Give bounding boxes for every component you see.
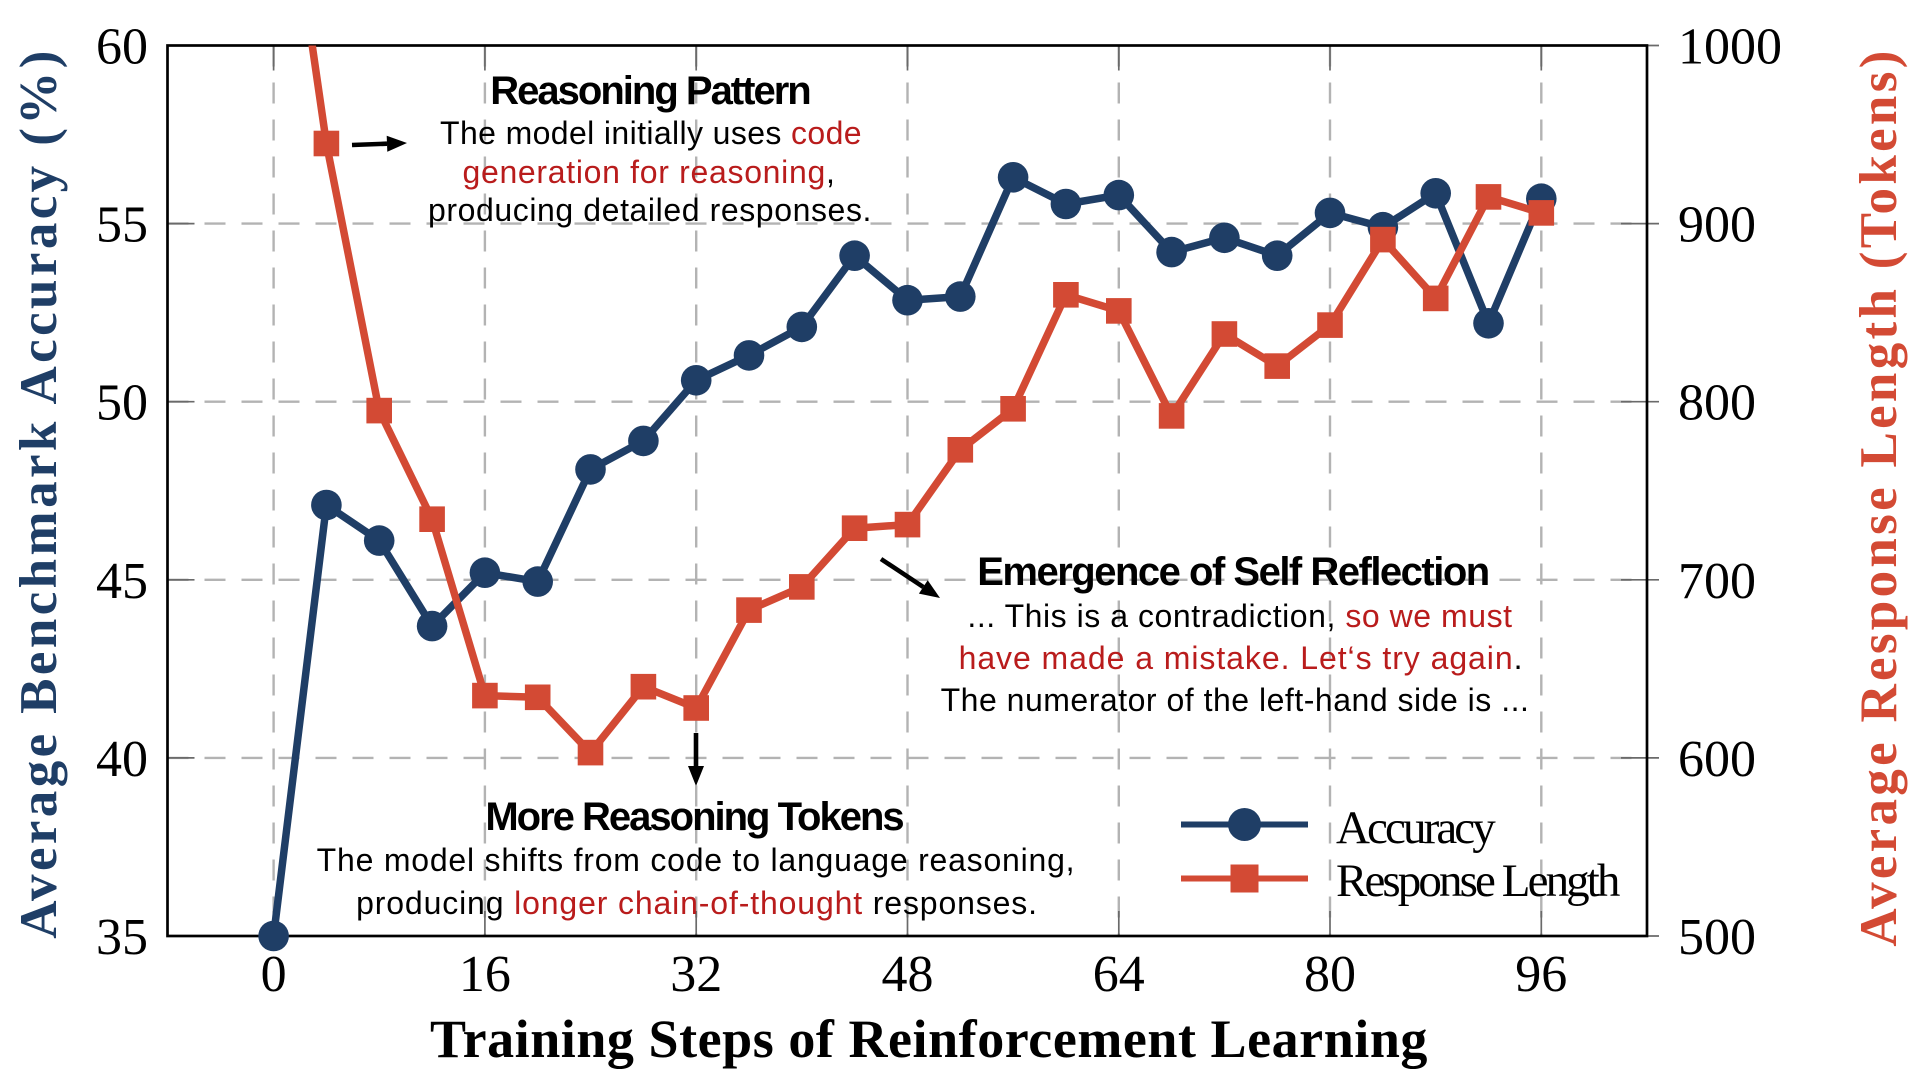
svg-text:35: 35: [96, 909, 148, 966]
svg-text:600: 600: [1678, 731, 1756, 788]
svg-text:Reasoning Pattern: Reasoning Pattern: [490, 69, 809, 113]
svg-text:48: 48: [882, 946, 934, 1003]
svg-text:60: 60: [96, 19, 148, 76]
svg-text:The numerator of the left-hand: The numerator of the left-hand side is .…: [941, 682, 1530, 718]
svg-text:The model initially uses code: The model initially uses code: [440, 115, 862, 151]
svg-text:40: 40: [96, 731, 148, 788]
svg-text:... This is a contradiction, s: ... This is a contradiction, so we must: [967, 598, 1512, 634]
svg-text:Response Length: Response Length: [1336, 855, 1620, 907]
svg-text:Training Steps of Reinforcemen: Training Steps of Reinforcement Learning: [430, 1009, 1428, 1069]
svg-text:have made a mistake. Let‘s try: have made a mistake. Let‘s try again.: [959, 640, 1524, 676]
svg-text:500: 500: [1678, 909, 1756, 966]
svg-text:32: 32: [670, 946, 722, 1003]
svg-text:0: 0: [261, 946, 287, 1003]
svg-text:Emergence of Self Reflection: Emergence of Self Reflection: [977, 550, 1488, 594]
svg-text:55: 55: [96, 197, 148, 254]
svg-text:producing longer chain-of-thou: producing longer chain-of-thought respon…: [356, 885, 1038, 921]
svg-text:64: 64: [1093, 946, 1145, 1003]
svg-text:Average Benchmark Accuracy (%): Average Benchmark Accuracy (%): [10, 47, 68, 938]
svg-text:16: 16: [459, 946, 511, 1003]
svg-text:More Reasoning Tokens: More Reasoning Tokens: [485, 795, 903, 839]
svg-text:The model shifts from code to: The model shifts from code to language r…: [317, 842, 1076, 878]
svg-text:700: 700: [1678, 553, 1756, 610]
svg-text:1000: 1000: [1678, 19, 1782, 76]
svg-text:generation for reasoning,: generation for reasoning,: [462, 154, 835, 190]
svg-text:50: 50: [96, 375, 148, 432]
svg-text:Average Response Length (Token: Average Response Length (Tokens): [1850, 47, 1908, 946]
svg-text:800: 800: [1678, 375, 1756, 432]
svg-text:Accuracy: Accuracy: [1336, 802, 1496, 854]
svg-text:80: 80: [1304, 946, 1356, 1003]
svg-text:45: 45: [96, 553, 148, 610]
svg-text:96: 96: [1515, 946, 1567, 1003]
svg-text:producing detailed responses.: producing detailed responses.: [428, 192, 872, 228]
svg-text:900: 900: [1678, 197, 1756, 254]
